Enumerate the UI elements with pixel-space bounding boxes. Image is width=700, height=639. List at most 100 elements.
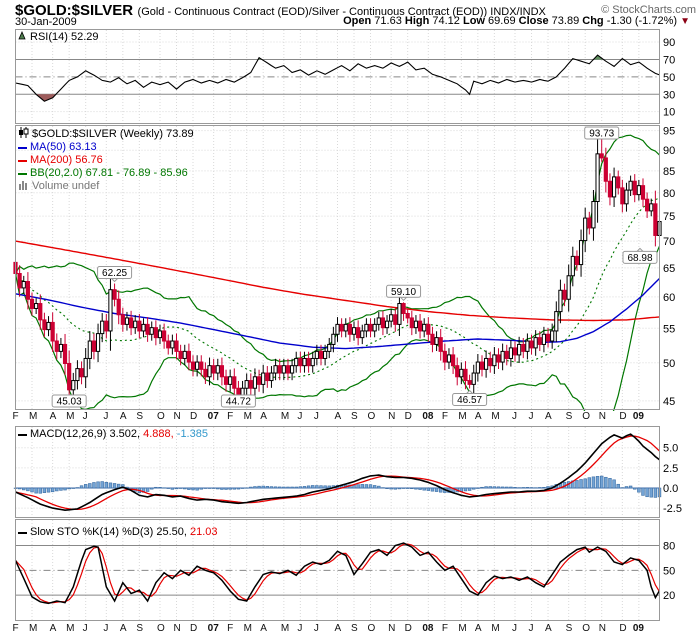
chg-value: -1.30 (-1.72%) <box>606 15 678 27</box>
sto-d-value: 21.03 <box>189 526 218 538</box>
x-axis-month-label: A <box>334 411 342 422</box>
x-axis-month-label: O <box>582 411 590 422</box>
x-axis-month-label: F <box>441 411 448 422</box>
bollinger-swatch <box>18 172 27 175</box>
candlestick-icon <box>18 127 29 142</box>
x-axis-month-label: S <box>136 411 144 422</box>
ma50-swatch <box>18 146 27 149</box>
main-symbol-label: $GOLD:$SILVER (Weekly) 73.89 <box>32 128 194 140</box>
x-axis-year-label: 08 <box>422 411 434 422</box>
x-axis-month-label: M <box>29 623 38 634</box>
ma50-label: MA(50) 63.13 <box>30 141 97 153</box>
x-axis-month-label: A <box>474 411 482 422</box>
x-axis-month-label: S <box>351 411 358 422</box>
volume-label: Volume undef <box>32 180 100 192</box>
x-axis-month-label: D <box>190 411 198 422</box>
x-axis-year-label: 07 <box>207 623 219 634</box>
price-annotation: 44.72 <box>220 394 256 408</box>
x-axis-month-label: O <box>582 623 590 634</box>
x-axis-year-label: 07 <box>207 411 219 422</box>
x-axis-month-label: J <box>82 623 88 634</box>
rsi-panel: 90 70 50 30 10 <box>15 29 675 124</box>
x-axis-month-label: M <box>458 411 467 422</box>
x-axis-month-label: S <box>136 623 144 634</box>
price-annotation: 45.03 <box>51 394 87 408</box>
x-axis-month-label: S <box>565 623 573 634</box>
x-axis-month-label: A <box>545 411 552 422</box>
price-annotation-value: 45.03 <box>57 397 82 408</box>
y-axis-label: 80 <box>663 188 675 200</box>
y-axis-label: 0.0 <box>663 483 678 495</box>
macd-signal-value: 4.888, <box>143 428 174 440</box>
ticker-description: (Gold - Continuous Contract (EOD)/Silver… <box>137 6 546 18</box>
x-axis-month-label: A <box>260 623 267 634</box>
x-axis-month-label: A <box>49 411 57 422</box>
x-axis-month-label: J <box>512 623 517 634</box>
y-axis-label: 65 <box>663 263 675 275</box>
y-axis-label: -2.5 <box>663 503 682 515</box>
x-axis-month-label: A <box>119 411 127 422</box>
x-axis-month-label: M <box>29 411 38 422</box>
open-value: 71.63 <box>374 15 402 27</box>
x-axis-month-label: D <box>404 411 412 422</box>
macd-hist-value: -1.385 <box>176 428 208 440</box>
ticker-symbol: $GOLD:$SILVER <box>15 2 134 19</box>
price-annotation-value: 46.57 <box>457 395 482 406</box>
close-label: Close <box>518 15 549 27</box>
high-label: High <box>404 15 430 27</box>
x-axis-month-label: M <box>280 411 290 422</box>
x-axis-month-label: J <box>512 411 517 422</box>
y-axis-label: 90 <box>663 145 675 157</box>
x-axis-year-label: 09 <box>632 623 644 634</box>
y-axis-label: 95 <box>663 126 675 138</box>
stochastic-panel: 80 50 20 <box>14 519 675 621</box>
x-axis-month-label: N <box>598 623 606 634</box>
x-axis-month-label: N <box>388 623 396 634</box>
price-panel: 95 90 85 80 75 70 65 60 55 50 45 45.03 62.25 44.72 59.… <box>13 125 675 411</box>
x-axis-month-label: M <box>491 623 500 634</box>
price-annotation-value: 44.72 <box>226 397 251 408</box>
main-legend: $GOLD:$SILVER (Weekly) 73.89 MA(50) 63.1… <box>18 127 194 193</box>
y-axis-label: 60 <box>663 292 675 304</box>
x-axis-month-label: J <box>313 411 319 422</box>
price-annotation-value: 68.98 <box>627 253 652 264</box>
x-axis-month-label: J <box>313 623 319 634</box>
x-axis-month-label: A <box>49 623 57 634</box>
y-axis-label: 50 <box>663 72 675 84</box>
rsi-legend: RSI(14) 52.29 <box>18 30 98 44</box>
y-axis-label: 75 <box>663 211 675 223</box>
x-axis-month-label: O <box>156 623 165 634</box>
y-axis-label: 50 <box>663 565 675 577</box>
macd-panel: 5.0 2.5 0.0 -2.5 <box>13 426 682 518</box>
low-label: Low <box>462 15 485 27</box>
x-axis-month-label: D <box>619 623 627 634</box>
close-value: 73.89 <box>551 15 580 27</box>
y-axis-label: 50 <box>663 358 675 370</box>
chart-date: 30-Jan-2009 <box>15 16 77 28</box>
x-axis-month-label: D <box>404 623 412 634</box>
y-axis-label: 70 <box>663 54 675 66</box>
x-axis-month-label: J <box>103 411 109 422</box>
y-axis-label: 55 <box>663 323 675 335</box>
y-axis-label: 5.0 <box>663 443 678 455</box>
rsi-indicator-icon <box>18 30 27 44</box>
y-axis-label: 2.5 <box>663 463 678 475</box>
x-axis-months-main: F M A M J J A S O N D 07 F M A M J J A S O N D 08 F M A M J J A S O N D 09 <box>0 410 700 424</box>
title-line: $GOLD:$SILVER (Gold - Continuous Contrac… <box>15 2 546 20</box>
x-axis-year-label: 09 <box>632 411 644 422</box>
x-axis-month-label: A <box>119 623 127 634</box>
x-axis-month-label: O <box>367 411 376 422</box>
high-value: 74.12 <box>432 15 460 27</box>
copyright: © StockCharts.com <box>601 4 696 16</box>
x-axis-month-label: N <box>598 411 606 422</box>
x-axis-month-label: F <box>441 623 448 634</box>
x-axis-month-label: N <box>173 623 181 634</box>
x-axis-month-label: A <box>474 623 482 634</box>
y-axis-label: 85 <box>663 166 675 178</box>
x-axis-months-bottom: F M A M J J A S O N D 07 F M A M J J A S O N D 08 F M A M J J A S O N D 09 <box>0 622 700 636</box>
y-axis-label: 10 <box>663 107 675 119</box>
ma200-swatch <box>18 159 27 162</box>
x-axis-month-label: J <box>528 623 534 634</box>
x-axis-month-label: D <box>619 411 627 422</box>
